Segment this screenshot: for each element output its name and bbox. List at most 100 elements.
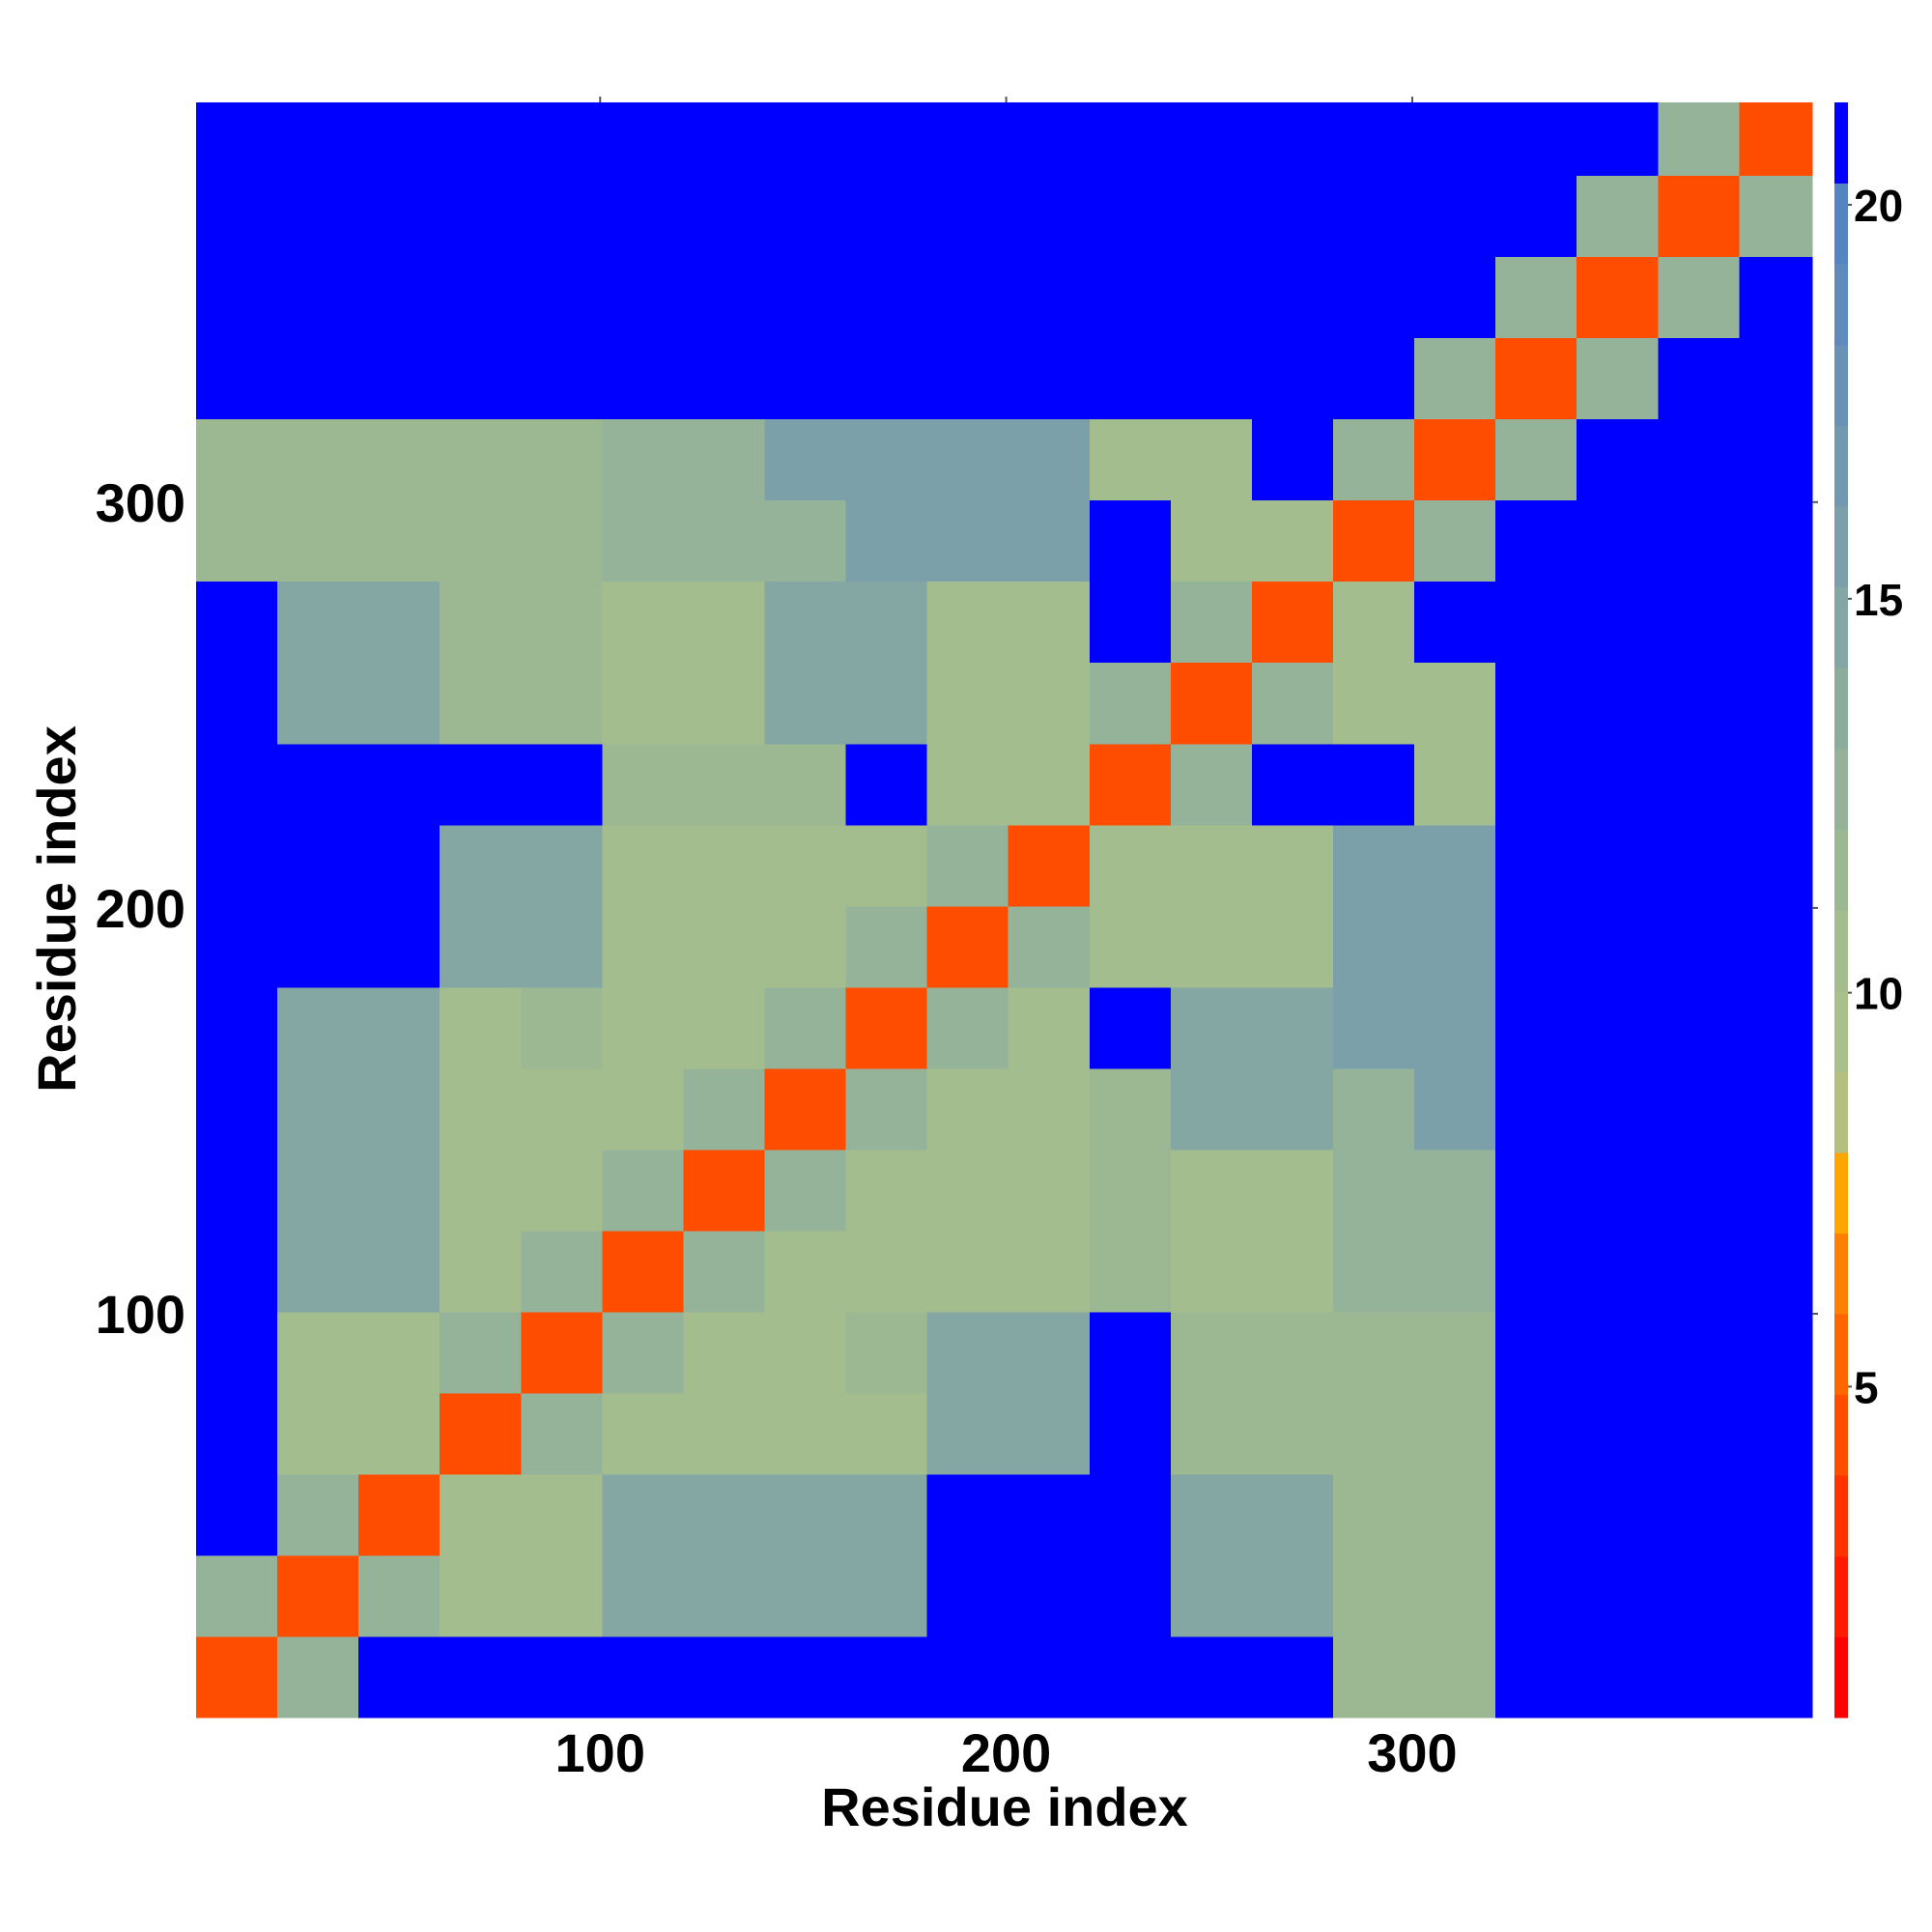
heatmap-cell: [1008, 1554, 1091, 1637]
heatmap-cell: [1495, 1067, 1577, 1151]
heatmap-cell: [764, 1230, 847, 1313]
heatmap-cell: [845, 175, 928, 258]
heatmap-cell: [1739, 824, 1813, 907]
heatmap-cell: [602, 905, 684, 988]
heatmap-cell: [521, 102, 603, 177]
heatmap-cell: [602, 499, 684, 582]
heatmap-cell: [1577, 1392, 1659, 1475]
heatmap-cell: [196, 662, 278, 745]
heatmap-cell: [1658, 1230, 1740, 1313]
heatmap-cell: [602, 1635, 684, 1719]
heatmap-cell: [1251, 743, 1334, 826]
heatmap-cell: [845, 256, 928, 339]
heatmap-cell: [1739, 1473, 1813, 1556]
heatmap-cell: [926, 175, 1009, 258]
colorbar-segment: [1834, 102, 1848, 185]
heatmap-cell: [521, 1149, 603, 1232]
heatmap-cell: [1495, 1230, 1577, 1313]
heatmap-cell: [1739, 102, 1813, 177]
heatmap-cell: [1251, 1554, 1334, 1637]
heatmap-cell: [1577, 905, 1659, 988]
heatmap-cell: [358, 337, 440, 420]
heatmap-cell: [602, 1311, 684, 1394]
heatmap-cell: [358, 1554, 440, 1637]
heatmap-cell: [277, 1149, 359, 1232]
heatmap-cell: [1251, 581, 1334, 664]
heatmap-cell: [926, 1554, 1009, 1637]
heatmap-cell: [1008, 743, 1091, 826]
heatmap-cell: [845, 337, 928, 420]
heatmap-cell: [764, 905, 847, 988]
heatmap-cell: [1658, 175, 1740, 258]
heatmap-cell: [1658, 1473, 1740, 1556]
heatmap-cell: [1170, 418, 1253, 501]
heatmap-cell: [521, 418, 603, 501]
heatmap-cell: [845, 986, 928, 1069]
heatmap-cell: [683, 102, 765, 177]
heatmap-cell: [1495, 905, 1577, 988]
heatmap-cell: [845, 1473, 928, 1556]
heatmap-cell: [196, 581, 278, 664]
heatmap-cell: [683, 662, 765, 745]
heatmap-cell: [764, 499, 847, 582]
heatmap-cell: [358, 1149, 440, 1232]
heatmap-cell: [602, 824, 684, 907]
heatmap-cell: [358, 102, 440, 177]
heatmap-cell: [1495, 102, 1577, 177]
heatmap-cell: [277, 1311, 359, 1394]
heatmap-cell: [1658, 1311, 1740, 1394]
heatmap-cell: [1658, 1392, 1740, 1475]
heatmap-cell: [1658, 1554, 1740, 1637]
heatmap-cell: [1414, 1392, 1496, 1475]
heatmap-cell: [602, 418, 684, 501]
heatmap-cell: [1658, 418, 1740, 501]
heatmap-cell: [1008, 337, 1091, 420]
heatmap-cell: [602, 175, 684, 258]
heatmap-cell: [926, 499, 1009, 582]
y-tick-label: 100: [96, 1284, 185, 1345]
heatmap-cell: [764, 1635, 847, 1719]
heatmap-cell: [1414, 1230, 1496, 1313]
heatmap-cell: [440, 743, 522, 826]
heatmap-cell: [358, 662, 440, 745]
heatmap-cell: [1008, 662, 1091, 745]
heatmap-cell: [358, 256, 440, 339]
heatmap-cell: [440, 986, 522, 1069]
heatmap-cell: [845, 1635, 928, 1719]
heatmap-cell: [683, 1554, 765, 1637]
heatmap-cell: [1332, 1230, 1415, 1313]
heatmap-cell: [521, 1230, 603, 1313]
heatmap-cell: [683, 1149, 765, 1232]
heatmap-cell: [1577, 1149, 1659, 1232]
heatmap-cell: [764, 256, 847, 339]
colorbar-segment: [1834, 425, 1848, 507]
heatmap-cell: [764, 1067, 847, 1151]
heatmap-cell: [926, 581, 1009, 664]
heatmap-cell: [1414, 986, 1496, 1069]
heatmap-cell: [1332, 1149, 1415, 1232]
heatmap-cell: [926, 337, 1009, 420]
heatmap-cell: [1495, 824, 1577, 907]
heatmap-cell: [602, 1392, 684, 1475]
heatmap-cell: [602, 662, 684, 745]
heatmap-cell: [1089, 1635, 1172, 1719]
heatmap-cell: [1332, 824, 1415, 907]
heatmap-cell: [1332, 499, 1415, 582]
heatmap-cell: [1495, 986, 1577, 1069]
heatmap-cell: [358, 175, 440, 258]
heatmap-cell: [1658, 743, 1740, 826]
heatmap-cell: [1658, 824, 1740, 907]
heatmap-cell: [1577, 824, 1659, 907]
heatmap-cell: [277, 175, 359, 258]
heatmap-cell: [1495, 175, 1577, 258]
heatmap-cell: [440, 1554, 522, 1637]
heatmap-cell: [440, 824, 522, 907]
heatmap-cell: [1658, 102, 1740, 177]
heatmap-cell: [1251, 905, 1334, 988]
colorbar-segment: [1834, 586, 1848, 668]
heatmap-cell: [1170, 1554, 1253, 1637]
heatmap-cell: [926, 1392, 1009, 1475]
heatmap-cell: [845, 1392, 928, 1475]
heatmap-cell: [440, 1230, 522, 1313]
